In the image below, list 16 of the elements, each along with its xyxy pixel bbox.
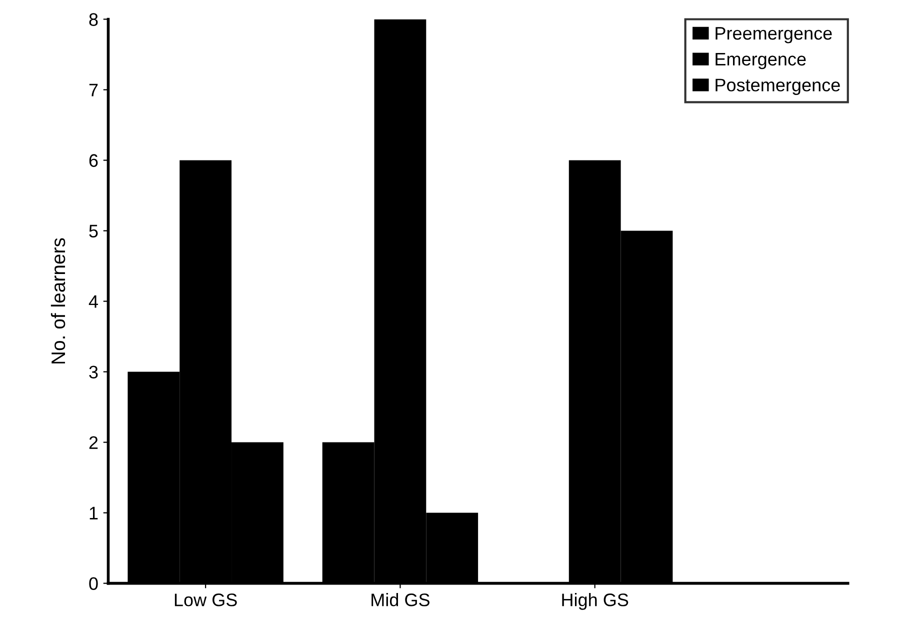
- x-tick-label: Mid GS: [372, 593, 430, 606]
- y-tick-label: 2: [89, 436, 98, 449]
- y-tick-label: 8: [89, 13, 98, 26]
- y-axis-title: No. of learners: [50, 238, 66, 364]
- y-tick-label: 5: [89, 224, 98, 238]
- y-tick-label: 4: [88, 295, 98, 308]
- x-tick-label: High GS: [562, 593, 628, 610]
- y-tick-label: 7: [89, 84, 98, 96]
- legend-label: Emergence: [716, 52, 806, 70]
- y-tick-label: 1: [90, 506, 98, 520]
- legend-label: Preemergence: [716, 27, 832, 44]
- legend-label: Postemergence: [716, 78, 840, 95]
- y-tick-label: 0: [89, 577, 98, 590]
- y-tick-label: 6: [89, 154, 98, 167]
- x-tick-label: Low GS: [174, 594, 237, 606]
- y-tick-label: 3: [89, 366, 98, 378]
